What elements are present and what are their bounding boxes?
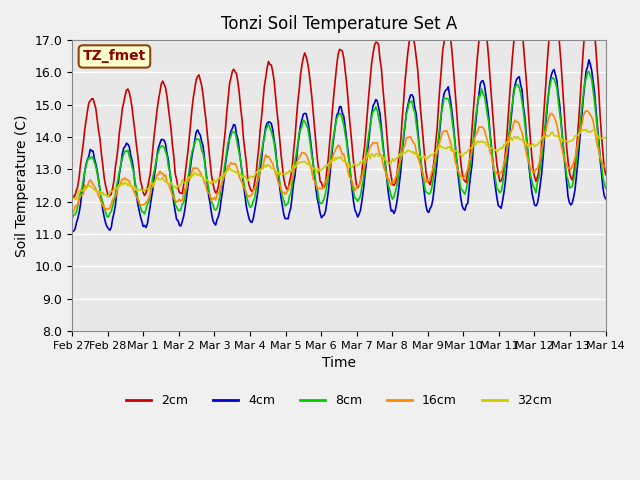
16cm [602,165,609,171]
4cm [602,196,609,202]
32cm [104,194,112,200]
2cm [88,96,95,102]
Line: 4cm: 4cm [72,60,605,232]
8cm [602,185,609,191]
16cm [88,179,95,185]
Y-axis label: Soil Temperature (C): Soil Temperature (C) [15,114,29,257]
32cm [68,195,76,201]
2cm [600,165,608,170]
32cm [450,148,458,154]
4cm [585,57,593,63]
16cm [344,168,352,174]
Line: 8cm: 8cm [72,72,605,218]
X-axis label: Time: Time [322,356,356,370]
8cm [103,214,111,219]
Line: 2cm: 2cm [72,0,605,197]
2cm [68,192,76,197]
2cm [529,167,537,173]
4cm [68,229,76,235]
32cm [344,160,352,166]
Legend: 2cm, 4cm, 8cm, 16cm, 32cm: 2cm, 4cm, 8cm, 16cm, 32cm [121,389,557,412]
2cm [586,0,594,2]
8cm [342,139,350,144]
32cm [72,197,80,203]
16cm [104,206,112,212]
32cm [602,135,609,141]
Line: 16cm: 16cm [72,111,605,212]
Line: 32cm: 32cm [72,129,605,200]
8cm [68,216,76,221]
8cm [585,69,593,74]
16cm [450,148,458,154]
2cm [602,172,609,178]
4cm [103,224,111,229]
8cm [449,120,456,126]
8cm [528,177,536,183]
2cm [344,96,352,101]
4cm [342,136,350,142]
16cm [600,164,608,169]
16cm [582,108,590,114]
8cm [86,156,94,161]
8cm [599,174,607,180]
16cm [70,209,77,215]
32cm [88,185,95,191]
2cm [104,194,112,200]
16cm [529,170,537,176]
Text: TZ_fmet: TZ_fmet [83,49,146,63]
Title: Tonzi Soil Temperature Set A: Tonzi Soil Temperature Set A [221,15,457,33]
2cm [450,72,458,77]
32cm [529,141,537,147]
4cm [86,146,94,152]
16cm [68,209,76,215]
4cm [449,113,456,119]
4cm [528,189,536,195]
32cm [600,135,608,141]
2cm [70,194,77,200]
32cm [582,126,590,132]
4cm [599,184,607,190]
